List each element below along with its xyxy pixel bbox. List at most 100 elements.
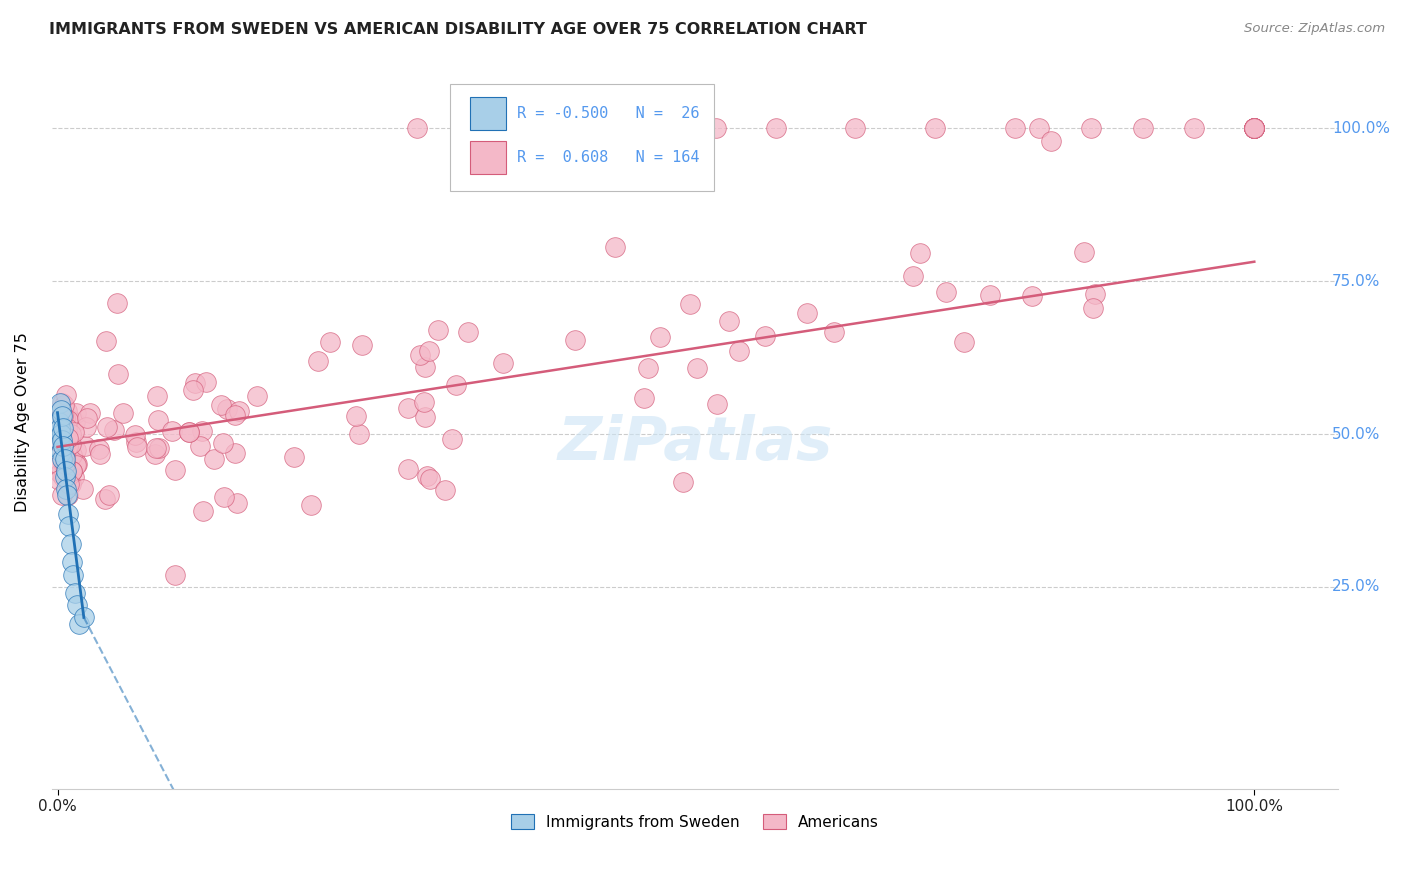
Point xyxy=(48,435,70,450)
Point xyxy=(1243,121,1265,136)
Point xyxy=(416,469,439,483)
Point xyxy=(51,447,73,461)
Point xyxy=(49,445,72,459)
Point xyxy=(412,395,434,409)
Point xyxy=(190,425,212,439)
Point xyxy=(72,482,94,496)
Point xyxy=(224,409,246,423)
Point xyxy=(1243,121,1265,136)
Point xyxy=(59,537,82,551)
Point xyxy=(1243,121,1265,136)
Point xyxy=(706,397,728,411)
Point xyxy=(103,424,125,438)
Point xyxy=(679,296,702,310)
Point xyxy=(51,451,73,466)
Text: R =  0.608   N = 164: R = 0.608 N = 164 xyxy=(517,151,700,165)
Point xyxy=(765,121,787,136)
Point xyxy=(51,409,73,423)
Point xyxy=(49,427,72,442)
Point xyxy=(177,425,200,440)
Point xyxy=(413,409,436,424)
Point xyxy=(212,490,235,504)
Point xyxy=(107,367,129,381)
Point xyxy=(53,427,76,442)
Point xyxy=(1084,286,1107,301)
Point xyxy=(396,401,419,415)
Point xyxy=(408,347,430,361)
Point xyxy=(396,462,419,476)
Point xyxy=(53,470,76,484)
Point xyxy=(163,463,186,477)
Point xyxy=(105,296,128,310)
Point xyxy=(1073,244,1095,259)
Point xyxy=(564,333,586,347)
Point xyxy=(51,396,73,410)
Point xyxy=(65,586,87,600)
Point xyxy=(633,391,655,405)
Point xyxy=(49,411,72,425)
Point xyxy=(55,468,77,483)
Point xyxy=(415,360,437,375)
Point xyxy=(728,344,751,359)
FancyBboxPatch shape xyxy=(470,141,506,174)
Point xyxy=(111,406,134,420)
Text: ZiPatlas: ZiPatlas xyxy=(557,415,832,474)
Point xyxy=(48,433,70,447)
Point xyxy=(58,477,80,491)
Point xyxy=(55,419,77,434)
Point xyxy=(48,434,70,449)
Point xyxy=(52,450,75,464)
Point xyxy=(202,452,225,467)
Point xyxy=(127,440,149,454)
Point xyxy=(66,598,89,612)
Point xyxy=(63,469,86,483)
Point xyxy=(1243,121,1265,136)
Point xyxy=(603,240,626,254)
Point xyxy=(145,389,167,403)
Point xyxy=(650,329,672,343)
Point xyxy=(344,409,367,423)
Point xyxy=(1080,121,1102,136)
Point xyxy=(55,410,77,425)
Point xyxy=(52,456,75,470)
Point xyxy=(717,314,740,328)
Point xyxy=(49,421,72,435)
Point xyxy=(52,439,75,453)
Point xyxy=(1081,301,1104,316)
Point xyxy=(53,451,76,466)
Point xyxy=(52,409,75,423)
Text: 50.0%: 50.0% xyxy=(1331,426,1381,442)
Point xyxy=(53,448,76,462)
Point xyxy=(55,434,77,449)
Point xyxy=(165,567,187,582)
Point xyxy=(1028,121,1050,136)
Point xyxy=(51,433,73,447)
Point xyxy=(283,450,305,464)
Point xyxy=(124,428,146,442)
FancyBboxPatch shape xyxy=(470,97,506,130)
Point xyxy=(194,375,217,389)
Point xyxy=(55,387,77,401)
Point xyxy=(63,425,86,439)
Point xyxy=(75,419,97,434)
Point xyxy=(73,610,96,624)
Point xyxy=(225,496,247,510)
FancyBboxPatch shape xyxy=(450,85,714,191)
Point xyxy=(56,488,79,502)
Point xyxy=(224,446,246,460)
Point xyxy=(184,376,207,390)
Point xyxy=(48,415,70,429)
Point xyxy=(51,487,73,501)
Point xyxy=(148,441,170,455)
Point xyxy=(1021,289,1043,303)
Point xyxy=(94,334,117,348)
Point xyxy=(55,464,77,478)
Point xyxy=(419,472,441,486)
Point xyxy=(76,410,98,425)
Point xyxy=(89,446,111,460)
Point xyxy=(908,246,931,260)
Point xyxy=(228,404,250,418)
Point xyxy=(1004,121,1026,136)
Point xyxy=(953,335,976,350)
Point xyxy=(446,378,468,392)
